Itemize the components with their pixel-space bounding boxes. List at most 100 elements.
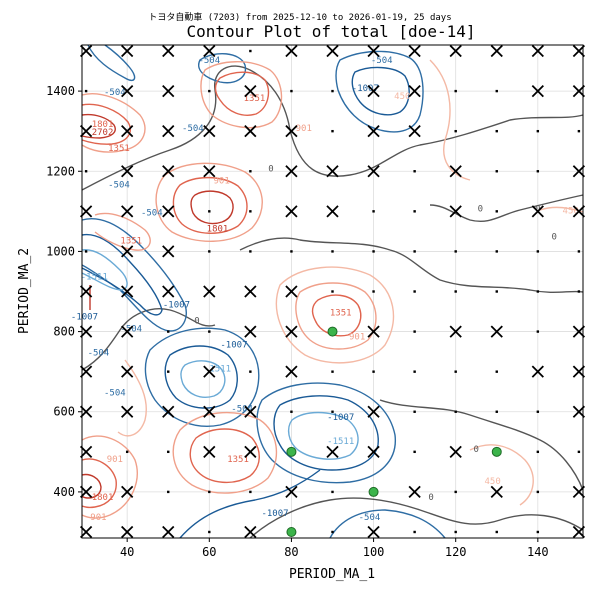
grid-dot <box>84 530 88 534</box>
grid-dot <box>454 49 457 53</box>
y-tick-label: 1000 <box>46 244 75 258</box>
grid-dot <box>495 290 498 293</box>
grid-dot <box>208 370 211 373</box>
y-tick-label: 800 <box>53 325 75 339</box>
grid-dot <box>536 210 540 213</box>
grid-dot <box>84 250 88 253</box>
grid-dot <box>331 290 334 293</box>
grid-dot <box>536 530 540 534</box>
contour-blue-center-outer <box>144 327 260 427</box>
contour-label: 0 <box>268 164 273 174</box>
contour-blue-left-inner <box>81 249 128 291</box>
grid-dot <box>536 170 540 173</box>
grid-dot <box>290 129 293 133</box>
contour-label: 1351 <box>120 236 142 246</box>
grid-dot <box>536 450 540 454</box>
grid-dot <box>249 410 252 413</box>
grid-dot <box>372 210 375 213</box>
contour-label: 450 <box>485 477 501 487</box>
grid-dot <box>84 89 88 93</box>
contour-label: 0 <box>428 493 433 503</box>
grid-dot <box>167 250 170 253</box>
grid-dot <box>495 250 498 253</box>
grid-dot <box>413 490 416 494</box>
grid-dot <box>536 370 540 373</box>
contour-zero-lower <box>379 399 584 491</box>
contour-red-center-inner <box>311 294 362 337</box>
contour-blue-lower-outer <box>256 382 396 484</box>
grid-dot <box>577 170 581 173</box>
grid-dot <box>249 490 252 494</box>
grid-dot <box>249 450 252 454</box>
grid-dot <box>84 49 88 53</box>
grid-dot <box>413 290 416 293</box>
grid-dot <box>372 290 375 293</box>
grid-dot <box>372 530 375 534</box>
grid-dot <box>536 330 540 333</box>
contour-label: -504 <box>198 56 220 66</box>
contour-red-center-mid <box>295 282 377 350</box>
grid-dot <box>372 410 375 413</box>
grid-dot <box>577 210 581 213</box>
y-tick-label: 1400 <box>46 84 75 98</box>
grid-dot <box>577 370 581 373</box>
grid-dot <box>208 330 211 333</box>
contour-label: 450 <box>394 92 410 102</box>
contour-label: -504 <box>141 208 163 218</box>
contour-blue-bottom <box>179 469 321 539</box>
contour-label: -1007 <box>352 84 379 94</box>
grid-dot <box>372 450 375 454</box>
grid-dot <box>331 129 334 133</box>
contour-label: -1511 <box>204 365 231 375</box>
contour-label: 901 <box>296 124 312 134</box>
grid-dot <box>84 370 88 373</box>
grid-dot <box>495 330 498 333</box>
grid-dot <box>331 49 334 53</box>
contour-label: 2702 <box>92 128 114 138</box>
grid-dot <box>454 330 457 333</box>
grid-dot <box>331 250 334 253</box>
grid-dot <box>413 410 416 413</box>
grid-dot <box>413 170 416 173</box>
grid-dot <box>290 370 293 373</box>
contour-label: 0 <box>552 232 557 242</box>
contour-label: -1007 <box>220 341 247 351</box>
grid-dot <box>413 330 416 333</box>
grid-dot <box>125 370 129 373</box>
grid-dot <box>208 490 211 494</box>
grid-dot <box>84 410 88 413</box>
grid-dot <box>290 330 293 333</box>
contour-blue-left-mid <box>81 233 163 316</box>
grid-dot <box>167 370 170 373</box>
grid-dot <box>577 450 581 454</box>
grid-dot <box>84 450 88 454</box>
contour-red-topleft-inner <box>81 113 116 139</box>
grid-dot <box>454 210 457 213</box>
grid-dot <box>208 210 211 213</box>
contour-blue-bottom-2 <box>329 509 446 539</box>
grid-dot <box>413 450 416 454</box>
grid-dot <box>577 89 581 93</box>
grid-dot <box>167 170 170 173</box>
contour-label: 1351 <box>227 455 249 465</box>
grid-dot <box>125 250 129 253</box>
grid-dot <box>290 250 293 253</box>
grid-dot <box>290 210 293 213</box>
grid-dot <box>208 49 211 53</box>
grid-dot <box>125 530 129 534</box>
grid-dot <box>536 49 540 53</box>
contour-red-lowcenter-inner <box>189 428 260 483</box>
contour-label: -1511 <box>81 272 108 282</box>
grid-dot <box>536 89 540 93</box>
contour-red-lowleft-outer <box>81 435 138 519</box>
grid-dot <box>125 49 129 53</box>
grid-dot <box>454 290 457 293</box>
contour-label: 0 <box>474 445 479 455</box>
best-point <box>286 526 297 537</box>
grid-dot <box>290 170 293 173</box>
y-tick-label: 600 <box>53 405 75 419</box>
grid-dot <box>208 290 211 293</box>
contour-label: 1351 <box>244 94 266 104</box>
grid-dot <box>331 210 334 213</box>
contour-blue-center-inner <box>164 345 238 409</box>
